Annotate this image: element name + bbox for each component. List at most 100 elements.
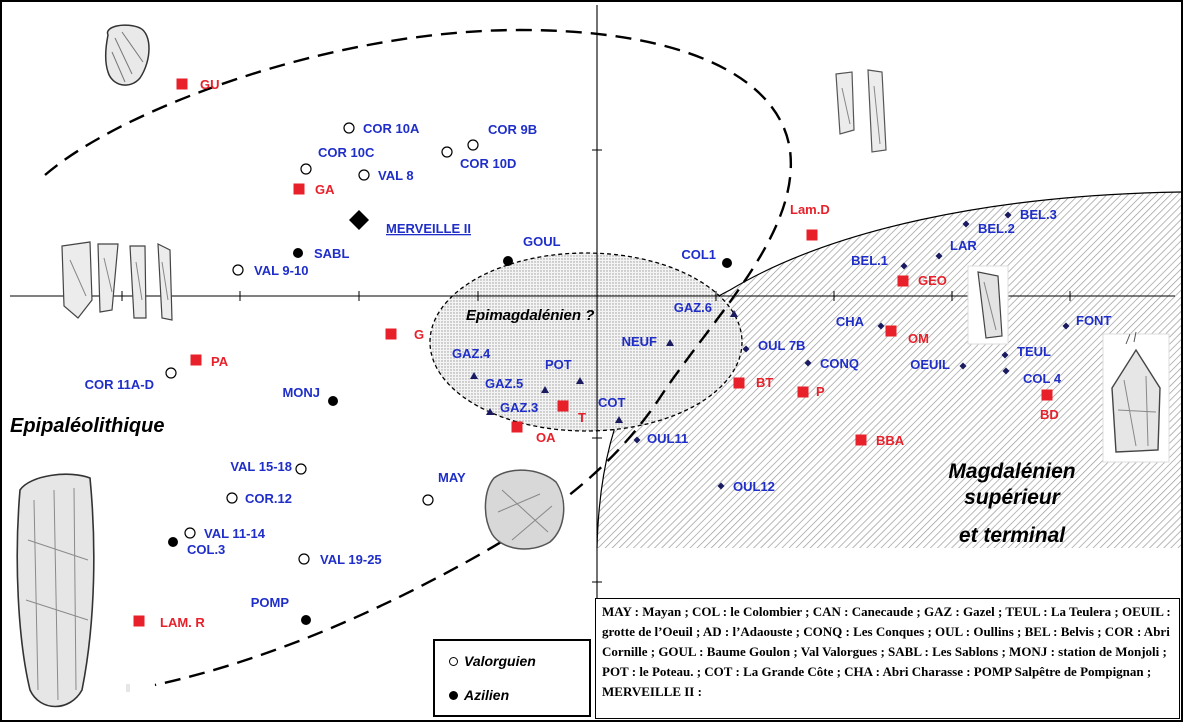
magdalenien-label-line1: Magdalénien	[948, 460, 1075, 483]
site-label-bel2: BEL.2	[978, 221, 1015, 236]
site-label-monj: MONJ	[282, 385, 320, 400]
site-bt: BT	[733, 375, 773, 390]
site-label-oeuil: OEUIL	[910, 357, 950, 372]
site-label-may: MAY	[438, 470, 466, 485]
site-label-lamd: Lam.D	[790, 202, 830, 217]
site-marker-val910	[232, 264, 244, 276]
artefact-drawing-endscraper-right	[1102, 331, 1170, 463]
site-may: MAY	[422, 470, 466, 506]
site-marker-lamd	[806, 229, 818, 241]
artefact-drawing-blades-top-right	[835, 69, 887, 153]
site-val1518: VAL 15-18	[230, 459, 307, 475]
site-gaz6: GAZ.6	[674, 300, 738, 317]
site-cor9b: COR 9B	[467, 122, 537, 151]
site-p: P	[797, 384, 825, 399]
site-label-col4: COL 4	[1023, 371, 1062, 386]
magdalenien-label-line3: et terminal	[959, 524, 1066, 547]
legend-label-azilien: Azilien	[464, 687, 510, 703]
site-label-oul11: OUL11	[647, 431, 688, 446]
site-label-bel3: BEL.3	[1020, 207, 1057, 222]
site-ga: GA	[293, 182, 335, 197]
site-marker-pot	[576, 377, 584, 384]
epimagdalenien-label: Epimagdalénien ?	[466, 307, 594, 324]
site-marker-conq	[804, 359, 812, 367]
legend: Valorguien Azilien	[433, 639, 591, 717]
site-bel2: BEL.2	[962, 220, 1015, 236]
site-label-pa: PA	[211, 354, 229, 369]
site-marker-bd	[1041, 389, 1053, 401]
site-marker-geo	[897, 275, 909, 287]
site-marker-g	[385, 328, 397, 340]
site-pa: PA	[190, 354, 229, 369]
site-label-cor10a: COR 10A	[363, 121, 420, 136]
site-marker-om	[885, 325, 897, 337]
site-cor12: COR.12	[226, 491, 292, 506]
site-label-lar: LAR	[950, 238, 977, 253]
site-label-cor10c: COR 10C	[318, 145, 375, 160]
site-label-ga: GA	[315, 182, 335, 197]
site-marker-neuf	[666, 339, 674, 346]
site-marker-lamr	[133, 615, 145, 627]
site-goul: GOUL	[503, 234, 561, 266]
site-marker-bel1	[900, 262, 908, 270]
site-marker-lar	[935, 252, 943, 260]
site-neuf: NEUF	[622, 334, 674, 349]
site-gu: GU	[176, 77, 220, 92]
site-font: FONT	[1062, 313, 1111, 330]
site-oul7b: OUL 7B	[742, 338, 805, 353]
legend-label-valorguien: Valorguien	[464, 653, 536, 669]
site-marker-val8	[358, 169, 370, 181]
legend-item-azilien: Azilien	[449, 687, 509, 703]
site-marker-cha	[877, 322, 885, 330]
site-lamd: Lam.D	[790, 202, 830, 241]
site-label-val1925: VAL 19-25	[320, 552, 382, 567]
artefact-drawing-core	[484, 469, 565, 550]
site-label-om: OM	[908, 331, 929, 346]
artefact-drawing-blades-left	[61, 241, 173, 321]
site-lamr: LAM. R	[133, 615, 205, 630]
site-marker-monj	[328, 396, 338, 406]
site-col1: COL1	[681, 247, 732, 268]
site-label-p: P	[816, 384, 825, 399]
site-marker-gaz3	[486, 408, 494, 415]
site-label-merveille: MERVEILLE II	[386, 221, 471, 236]
site-marker-val1518	[295, 463, 307, 475]
site-marker-t	[557, 400, 569, 412]
site-marker-gaz6	[730, 310, 738, 317]
epipaleolithique-label: Epipaléolithique	[10, 415, 164, 437]
site-marker-cor9b	[467, 139, 479, 151]
artefact-fragment	[126, 684, 130, 692]
site-col4: COL 4	[1002, 367, 1062, 386]
site-conq: CONQ	[804, 356, 859, 371]
site-t: T	[557, 400, 586, 425]
site-marker-cor10c	[300, 163, 312, 175]
site-marker-gu	[176, 78, 188, 90]
site-marker-bel3	[1004, 211, 1012, 219]
axis-ticks	[121, 149, 1071, 583]
site-label-col1: COL1	[681, 247, 716, 262]
site-label-cor12: COR.12	[245, 491, 292, 506]
site-cor10d: COR 10D	[441, 146, 516, 171]
site-label-pot: POT	[545, 357, 572, 372]
site-bd: BD	[1040, 389, 1059, 422]
site-cha: CHA	[836, 314, 885, 330]
site-col3: COL.3	[168, 537, 225, 557]
site-geo: GEO	[897, 273, 947, 288]
site-cor10a: COR 10A	[343, 121, 420, 136]
open-circle-icon	[449, 656, 458, 666]
site-marker-bt	[733, 377, 745, 389]
site-label-conq: CONQ	[820, 356, 859, 371]
site-label-font: FONT	[1076, 313, 1111, 328]
epimagdalenien-zone	[429, 252, 743, 432]
site-oul11: OUL11	[633, 431, 688, 446]
site-label-g: G	[414, 327, 424, 342]
site-label-lamr: LAM. R	[160, 615, 205, 630]
site-pomp: POMP	[251, 595, 311, 625]
site-marker-pa	[190, 354, 202, 366]
site-marker-val1114	[184, 527, 196, 539]
filled-circle-icon	[449, 690, 458, 700]
site-om: OM	[885, 325, 929, 346]
site-merveille: MERVEILLE II	[349, 210, 471, 236]
site-label-bel1: BEL.1	[851, 253, 888, 268]
